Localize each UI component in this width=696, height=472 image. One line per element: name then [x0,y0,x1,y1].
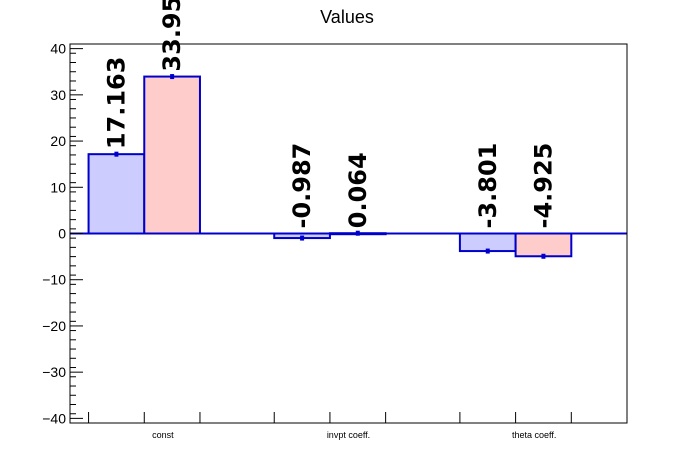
y-tick-label: 10 [50,179,66,195]
y-tick-label: 30 [50,87,66,103]
y-tick-label: −40 [42,410,66,426]
bar-s2-0 [143,75,201,235]
error-marker-s1-1 [300,235,305,241]
x-category-label: theta coeff. [512,430,556,440]
y-tick-label: 40 [50,41,66,57]
data-label-s2-0: 33.953 [158,0,186,72]
y-axis: −40 −30 −20 −10 0 10 20 30 40 [42,41,83,426]
y-tick-label: 20 [50,133,66,149]
data-label-s2-2: -4.925 [529,143,557,229]
y-tick-label: −30 [42,364,66,380]
data-label-s1-1: -0.987 [288,143,316,229]
data-labels-layer: 17.163 -0.987 -3.801 33.953 0.064 -4.925 [102,0,557,229]
bars-layer [87,74,573,259]
data-label-s2-1: 0.064 [344,152,372,228]
error-marker-s2-0 [170,74,175,80]
y-tick-label: −10 [42,272,66,288]
bar-s1-2 [458,232,517,253]
bar-s2-2 [514,232,573,258]
error-marker-s1-2 [485,248,490,254]
x-axis: const invpt coeff. theta coeff. [88,412,572,440]
x-category-label: invpt coeff. [327,430,370,440]
bar-s1-0 [87,153,146,235]
data-label-s1-0: 17.163 [102,57,130,150]
x-category-label: const [152,430,174,440]
y-tick-label: −20 [42,318,66,334]
chart-title: Values [320,7,374,27]
error-marker-s2-2 [541,253,546,259]
data-label-s1-2: -3.801 [474,143,502,229]
error-marker-s1-0 [114,151,119,157]
y-tick-label: 0 [58,226,66,242]
